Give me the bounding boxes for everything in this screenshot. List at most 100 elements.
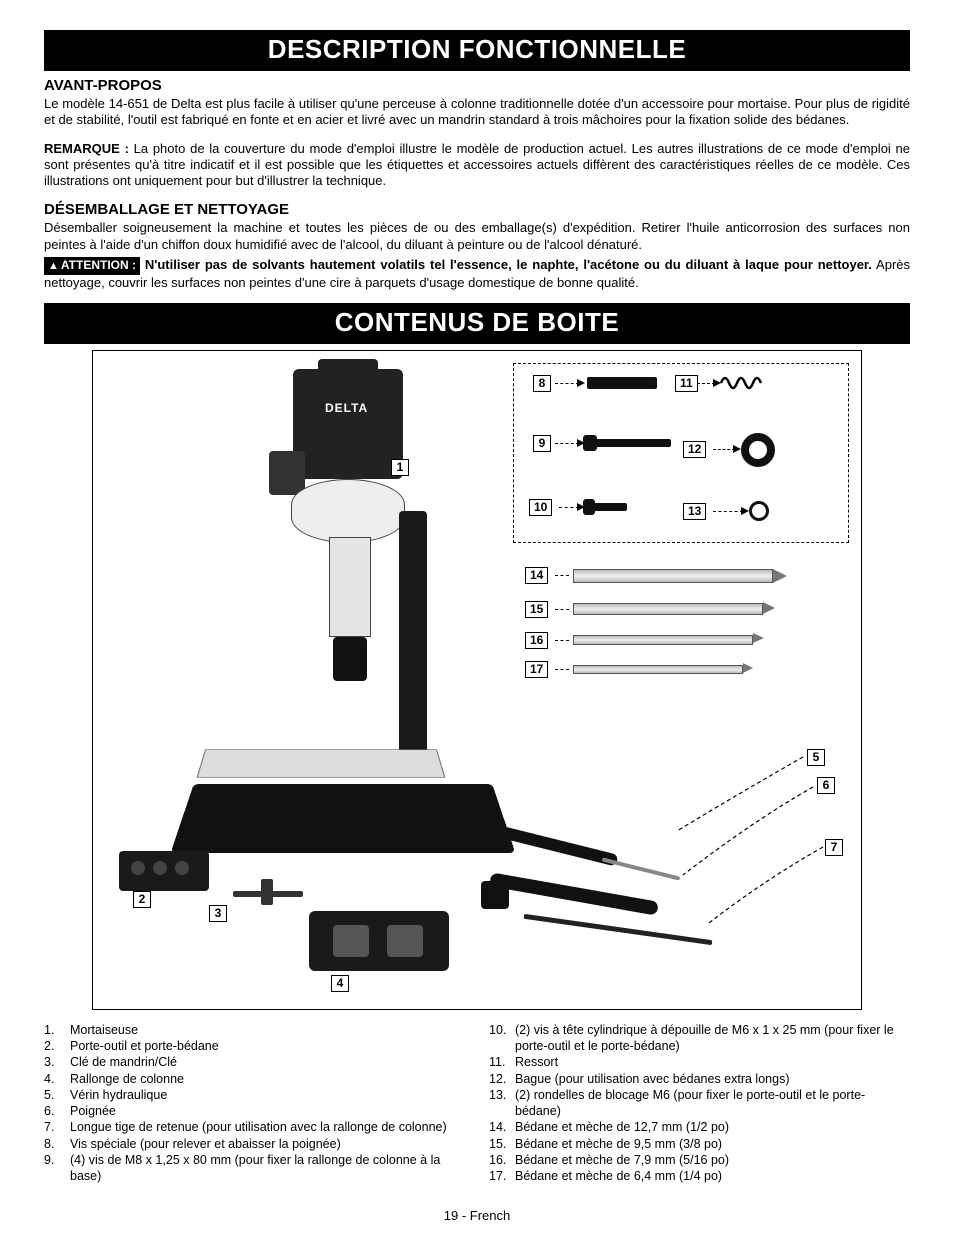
arrow-8-head [577,379,585,387]
list-item-text: Longue tige de retenue (pour utilisation… [70,1119,465,1135]
callout-5: 5 [807,749,825,766]
heading-avant-propos: AVANT-PROPOS [44,77,910,94]
list-item-number: 9. [44,1152,70,1185]
part-6-handle [489,872,659,915]
lead-14 [555,575,569,576]
part-16-chisel [573,635,753,645]
part-12-ring [741,433,775,467]
arrow-9 [555,443,579,444]
list-item-text: (2) vis à tête cylindrique à dépouille d… [515,1022,910,1055]
machine-motor [293,369,403,479]
list-item: 7.Longue tige de retenue (pour utilisati… [44,1119,465,1135]
lead-15 [555,609,569,610]
warning-icon: ▲ [48,260,59,274]
arrow-12-head [733,445,741,453]
machine-switchbox [269,451,305,495]
attention-bold-text: N'utiliser pas de solvants hautement vol… [140,257,872,272]
part-9-bolt-head [583,435,597,451]
list-item-text: Mortaiseuse [70,1022,465,1038]
list-item-number: 2. [44,1038,70,1054]
part-4-extension [309,911,449,971]
list-item: 16.Bédane et mèche de 7,9 mm (5/16 po) [489,1152,910,1168]
callout-1: 1 [391,459,409,476]
list-item-text: Rallonge de colonne [70,1071,465,1087]
callout-14: 14 [525,567,548,584]
para-avant-propos: Le modèle 14-651 de Delta est plus facil… [44,96,910,129]
list-item: 9.(4) vis de M8 x 1,25 x 80 mm (pour fix… [44,1152,465,1185]
part-2-hole2 [153,861,167,875]
arrow-10-head [577,503,585,511]
list-item-number: 6. [44,1103,70,1119]
callout-12: 12 [683,441,706,458]
callout-16: 16 [525,632,548,649]
callout-3: 3 [209,905,227,922]
lead-16 [555,640,569,641]
list-item-number: 5. [44,1087,70,1103]
part-8-screw [587,377,657,389]
part-15-tip [763,602,775,614]
list-item-text: Bédane et mèche de 12,7 mm (1/2 po) [515,1119,910,1135]
list-item: 8.Vis spéciale (pour relever et abaisser… [44,1136,465,1152]
list-item: 12.Bague (pour utilisation avec bédanes … [489,1071,910,1087]
part-4-hole1 [333,925,369,957]
list-item-text: Vérin hydraulique [70,1087,465,1103]
arrow-11-head [713,379,721,387]
list-item: 1.Mortaiseuse [44,1022,465,1038]
parts-lists: 1.Mortaiseuse2.Porte-outil et porte-béda… [44,1022,910,1185]
list-item: 11.Ressort [489,1054,910,1070]
remarque-label: REMARQUE : [44,141,129,156]
callout-8: 8 [533,375,551,392]
arrow-10 [559,507,579,508]
box-contents-diagram: DELTA [92,350,862,1010]
page-footer: 19 - French [44,1208,910,1223]
list-item-number: 4. [44,1071,70,1087]
part-14-tip [773,569,787,583]
banner-description: DESCRIPTION FONCTIONNELLE [44,30,910,71]
list-item-number: 1. [44,1022,70,1038]
banner-contenu: CONTENUS DE BOITE [44,303,910,344]
callout-13: 13 [683,503,706,520]
list-item-text: (4) vis de M8 x 1,25 x 80 mm (pour fixer… [70,1152,465,1185]
callout-7: 7 [825,839,843,856]
list-item-text: Bague (pour utilisation avec bédanes ext… [515,1071,910,1087]
list-item: 2.Porte-outil et porte-bédane [44,1038,465,1054]
list-item-text: Porte-outil et porte-bédane [70,1038,465,1054]
lead-17 [555,669,569,670]
machine-head [291,479,405,543]
callout-17: 17 [525,661,548,678]
parts-list-left: 1.Mortaiseuse2.Porte-outil et porte-béda… [44,1022,465,1185]
list-item: 6.Poignée [44,1103,465,1119]
list-item-text: Poignée [70,1103,465,1119]
machine-column [399,511,427,771]
part-9-bolt [587,439,671,447]
list-item-text: Clé de mandrin/Clé [70,1054,465,1070]
list-item-number: 7. [44,1119,70,1135]
machine-table [197,749,446,777]
callout-4: 4 [331,975,349,992]
list-item-text: Bédane et mèche de 7,9 mm (5/16 po) [515,1152,910,1168]
list-item: 4.Rallonge de colonne [44,1071,465,1087]
part-2-hole3 [175,861,189,875]
para-attention: ▲ATTENTION : N'utiliser pas de solvants … [44,257,910,291]
part-2-hole1 [131,861,145,875]
part-16-tip [753,633,764,643]
attention-badge-text: ATTENTION : [61,258,136,272]
machine-neck [329,537,371,637]
arrow-13 [713,511,743,512]
part-11-spring [719,371,769,395]
list-item-text: Bédane et mèche de 6,4 mm (1/4 po) [515,1168,910,1184]
machine-motor-top [318,359,378,373]
list-item-number: 10. [489,1022,515,1055]
list-item-number: 11. [489,1054,515,1070]
para-desemballage: Désemballer soigneusement la machine et … [44,220,910,253]
callout-11: 11 [675,375,698,392]
list-item: 5.Vérin hydraulique [44,1087,465,1103]
part-17-tip [743,663,753,673]
list-item-number: 8. [44,1136,70,1152]
arrow-12 [713,449,735,450]
arrow-9-head [577,439,585,447]
list-item-text: Ressort [515,1054,910,1070]
list-item-text: Bédane et mèche de 9,5 mm (3/8 po) [515,1136,910,1152]
parts-list-right: 10.(2) vis à tête cylindrique à dépouill… [489,1022,910,1185]
remarque-text: La photo de la couverture du mode d'empl… [44,141,910,189]
